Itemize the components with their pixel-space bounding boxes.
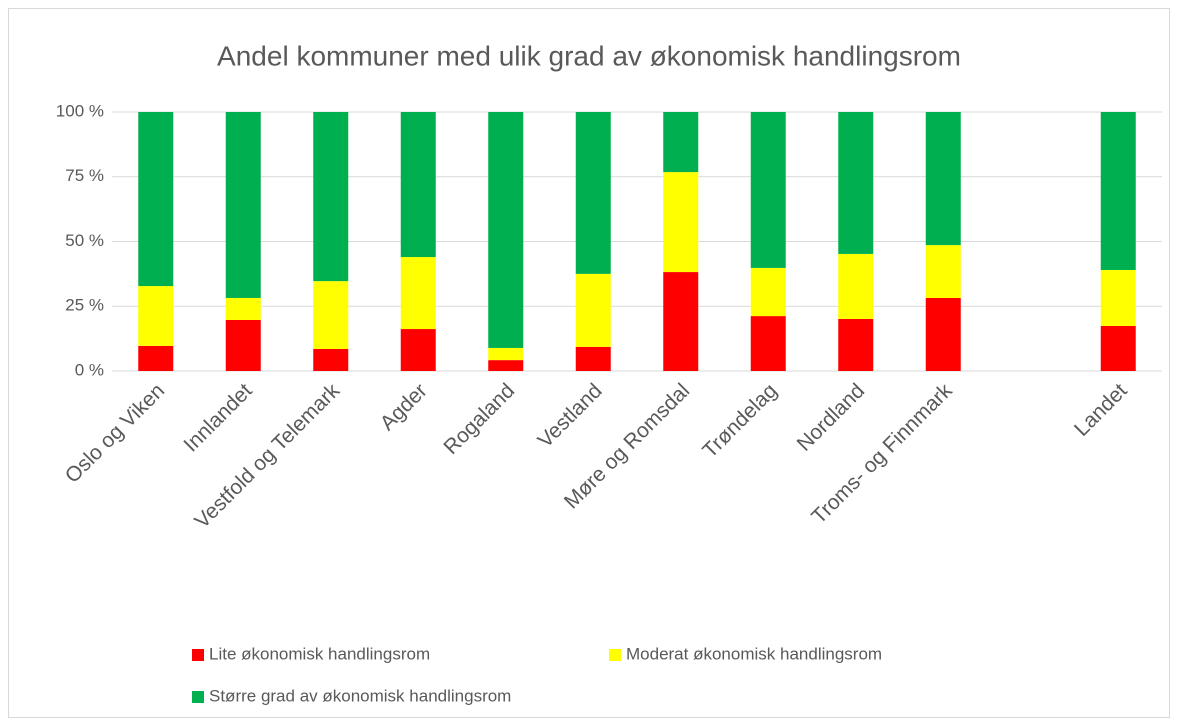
legend-swatch <box>192 649 204 661</box>
y-tick-label: 25 % <box>65 296 104 315</box>
bar-segment <box>663 172 699 273</box>
bar-segment <box>138 112 174 287</box>
bar-segment <box>663 112 699 173</box>
bar-segment <box>488 347 524 361</box>
legend-label: Større grad av økonomisk handlingsrom <box>209 686 511 705</box>
bar-segment <box>225 319 261 371</box>
bar-segment <box>575 273 611 347</box>
legend-swatch <box>192 691 204 703</box>
bar-segment <box>138 286 174 346</box>
bar-segment <box>313 281 349 349</box>
bar-segment <box>838 253 874 319</box>
y-tick-label: 0 % <box>75 360 104 379</box>
bar-segment <box>400 112 436 258</box>
bar-segment <box>750 316 786 371</box>
bar-segment <box>400 257 436 330</box>
bar-segment <box>925 112 961 246</box>
bar-segment <box>225 112 261 298</box>
bar-segment <box>838 318 874 371</box>
bar-segment <box>488 360 524 371</box>
y-tick-label: 100 % <box>56 101 104 120</box>
bar-segment <box>925 297 961 371</box>
y-tick-label: 75 % <box>65 166 104 185</box>
legend-label: Lite økonomisk handlingsrom <box>209 644 430 663</box>
bar-segment <box>838 112 874 254</box>
bar-segment <box>575 112 611 274</box>
bar-segment <box>1100 269 1136 326</box>
bar-segment <box>1100 112 1136 270</box>
bar-segment <box>313 112 349 282</box>
bar-segment <box>575 346 611 371</box>
bar-segment <box>313 348 349 371</box>
y-tick-label: 50 % <box>65 231 104 250</box>
bar-segment <box>750 112 786 268</box>
bar-segment <box>1100 325 1136 371</box>
legend-swatch <box>609 649 621 661</box>
bar-segment <box>400 329 436 371</box>
bar-segment <box>225 297 261 320</box>
bar-segment <box>925 245 961 298</box>
legend-label: Moderat økonomisk handlingsrom <box>626 644 882 663</box>
bar-segment <box>750 267 786 317</box>
bar-segment <box>138 345 174 371</box>
bar-segment <box>488 112 524 348</box>
bar-segment <box>663 272 699 371</box>
chart-title: Andel kommuner med ulik grad av økonomis… <box>217 40 961 71</box>
